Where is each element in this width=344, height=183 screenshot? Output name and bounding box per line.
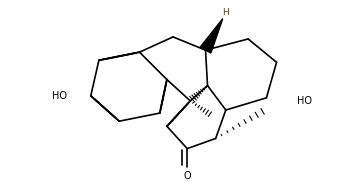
Text: H: H bbox=[223, 8, 229, 17]
Text: HO: HO bbox=[52, 91, 67, 101]
Text: HO: HO bbox=[297, 96, 312, 106]
Text: O: O bbox=[183, 171, 191, 181]
Polygon shape bbox=[200, 19, 223, 53]
